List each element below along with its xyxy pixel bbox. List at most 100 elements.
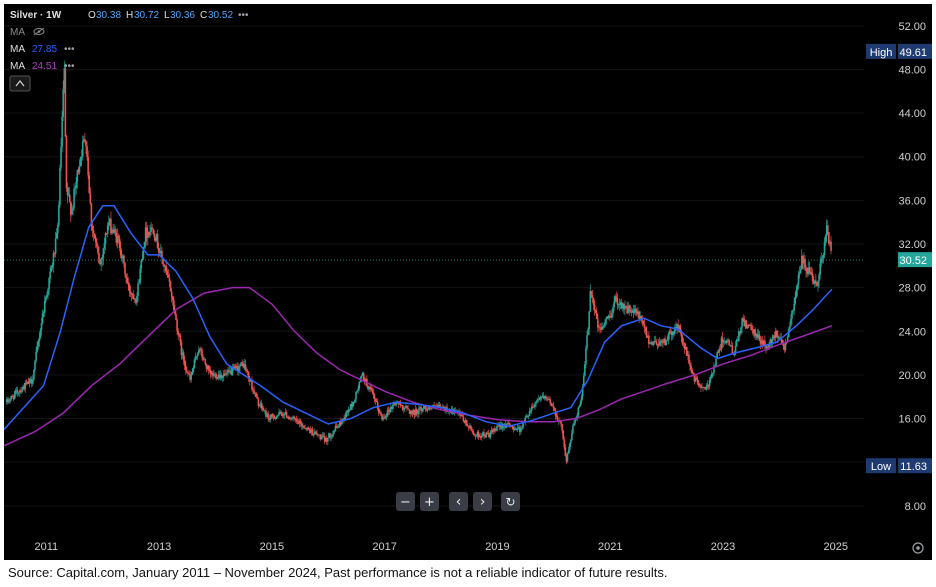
candle-body [46, 294, 48, 298]
candle-body [562, 430, 564, 440]
candle-body [598, 327, 600, 328]
ma-hidden-label[interactable]: MA [10, 27, 25, 38]
candle-body [657, 344, 660, 346]
candle-body [617, 304, 620, 306]
candle-body [414, 408, 417, 416]
candle-body [173, 300, 175, 311]
candle-body [405, 405, 407, 408]
candle-body [187, 372, 189, 374]
candle-body [47, 289, 49, 295]
candle-body [654, 341, 657, 342]
candle-body [125, 274, 127, 278]
candle-body [167, 274, 170, 278]
symbol-label[interactable]: Silver · 1W [10, 10, 62, 21]
candle-body [770, 339, 773, 344]
candle-body [625, 305, 627, 308]
candle-body [184, 365, 187, 370]
candle-body [312, 434, 315, 436]
candle-body [228, 370, 230, 372]
candle-body [411, 411, 414, 414]
candle-body [144, 227, 147, 242]
candle-body [605, 316, 608, 320]
scroll-right-button[interactable]: › [473, 492, 492, 511]
candle-body [734, 345, 737, 353]
zoom-out-glyph: − [400, 495, 411, 510]
candle-body [192, 367, 195, 372]
candle-body [392, 404, 394, 409]
ma-slow-label[interactable]: MA [10, 61, 25, 72]
candle-body [782, 342, 785, 346]
candle-body [591, 294, 594, 298]
candle-body [489, 432, 492, 438]
candle-body [529, 410, 532, 412]
ohlc-high-value: 30.72 [134, 10, 159, 21]
candle-body [586, 335, 588, 349]
candle-body [710, 373, 713, 377]
candle-body [665, 340, 667, 346]
candle-body [87, 156, 89, 176]
gear-icon[interactable] [912, 542, 924, 554]
candle-body [664, 338, 666, 346]
candle-body [225, 373, 227, 375]
zoom-out-button[interactable]: − [396, 492, 415, 511]
candle-body [572, 425, 574, 434]
candle-body [730, 344, 733, 347]
candle-body [663, 338, 665, 343]
candle-body [382, 417, 384, 420]
chevron-up-icon[interactable] [9, 75, 31, 92]
candle-body [116, 235, 119, 243]
candle-body [509, 424, 511, 426]
candle-body [246, 371, 249, 373]
candle-body [590, 290, 593, 295]
scroll-left-button[interactable]: ‹ [449, 492, 468, 511]
candle-body [364, 378, 367, 383]
candle-body [699, 385, 701, 387]
high-badge-value-bg [898, 43, 932, 59]
candle-body [659, 340, 662, 342]
candle-body [568, 443, 571, 451]
ma-slow-value: 24.51 [32, 61, 57, 72]
candle-body [656, 344, 659, 346]
candle-body [740, 327, 742, 334]
candle-body [231, 367, 234, 375]
eye-icon[interactable] [33, 27, 45, 36]
ma-fast-options-icon[interactable]: ••• [64, 44, 75, 55]
candle-body [80, 156, 83, 158]
candle-body [305, 428, 307, 430]
candle-body [267, 413, 269, 419]
candle-body [179, 335, 182, 343]
candle-body [649, 343, 651, 345]
candle-body [472, 431, 474, 434]
candle-body [401, 404, 404, 410]
chart-canvas[interactable]: 52.00 48.00 44.00 40.00 36.00 32.00 28.00 24.00… [4, 4, 932, 560]
ma-fast-label[interactable]: MA [10, 44, 25, 55]
candle-body [105, 233, 108, 235]
candle-body [684, 346, 687, 350]
reset-chart-button[interactable]: ↻ [501, 492, 520, 511]
ma-slow-options-icon[interactable]: ••• [64, 61, 75, 72]
candle-body [469, 425, 471, 428]
candle-body [610, 315, 612, 318]
candle-body [16, 390, 19, 393]
zoom-in-button[interactable]: + [420, 492, 439, 511]
candle-body [680, 331, 683, 337]
candle-body [531, 406, 534, 408]
candle-body [58, 204, 60, 226]
candle-body [667, 333, 670, 341]
candle-body [594, 310, 597, 313]
candle-body [538, 399, 541, 401]
y-tick-label: 40.00 [898, 152, 926, 164]
candle-body [825, 225, 828, 236]
candle-body [327, 437, 329, 442]
candle-body [486, 432, 489, 434]
candle-body [552, 405, 555, 408]
candle-body [319, 434, 322, 440]
time-axis[interactable]: 2011 2013 2015 2017 2019 2021 2023 2025 [34, 541, 848, 553]
candle-body [345, 411, 348, 417]
candle-body [773, 335, 776, 338]
ohlc-open-key: O [88, 10, 96, 21]
last-price-badge-value: 30.52 [899, 255, 927, 267]
low-badge-label: Low [871, 461, 891, 473]
candle-body [290, 418, 292, 420]
more-options-icon[interactable]: ••• [238, 10, 249, 21]
